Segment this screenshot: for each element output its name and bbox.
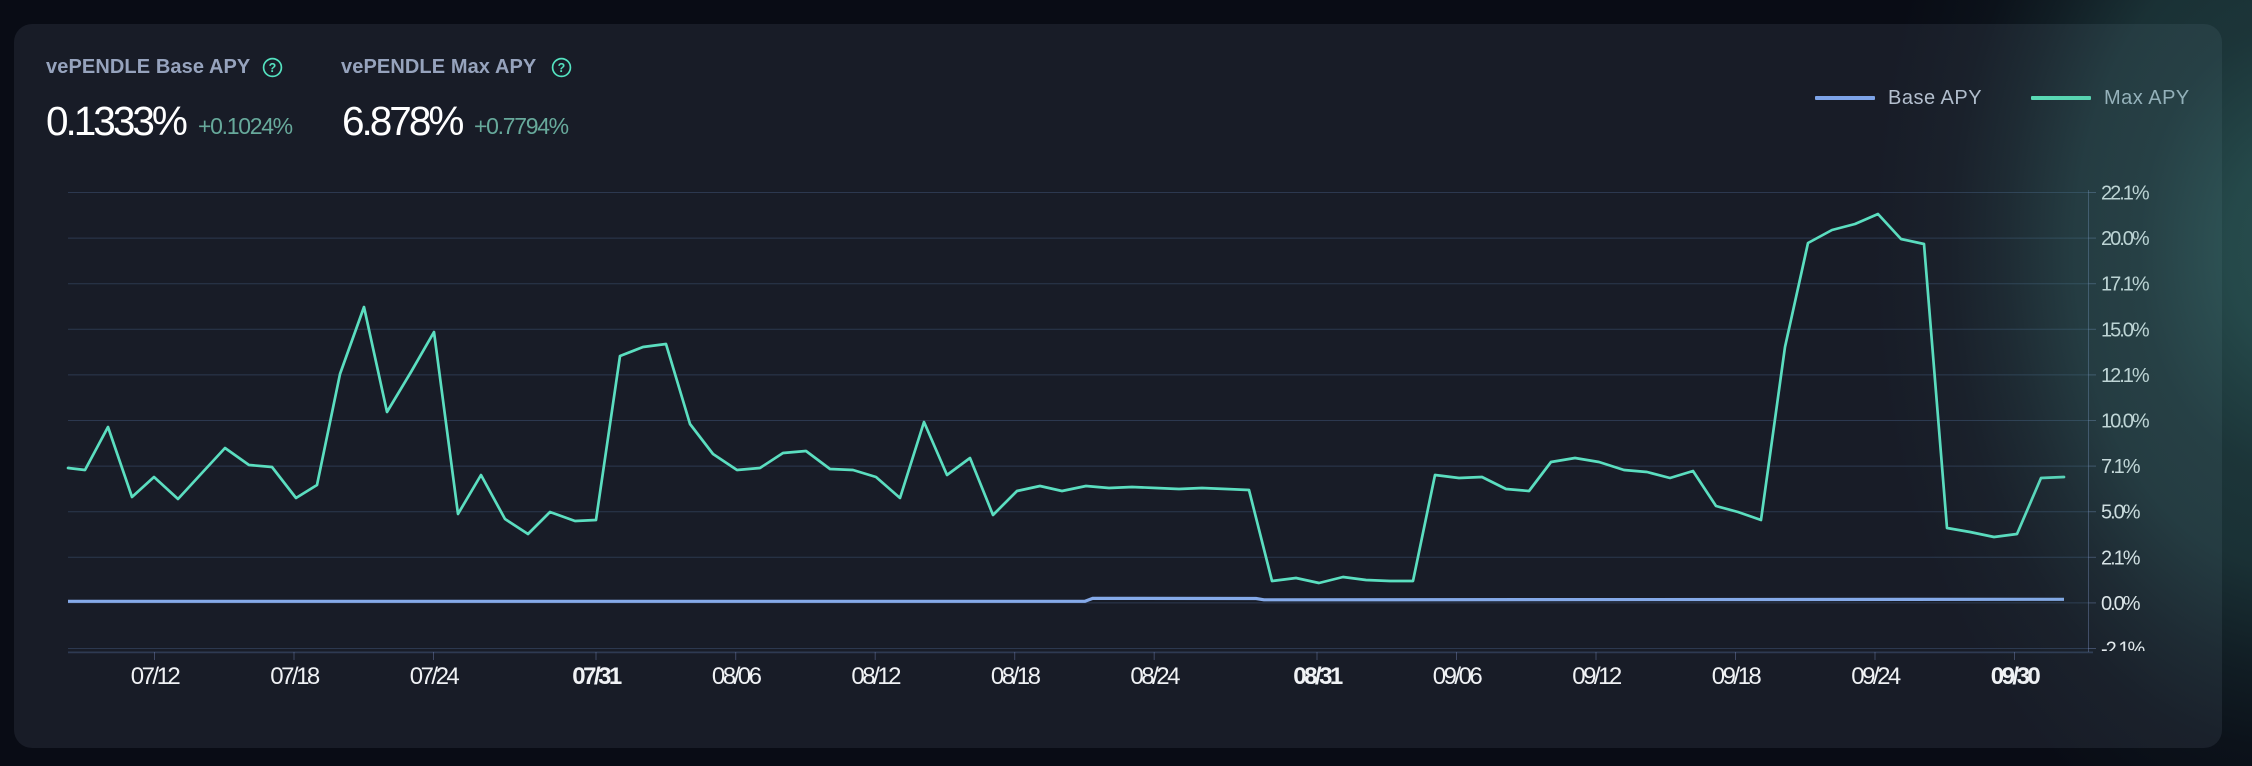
svg-text:08/31: 08/31 xyxy=(1293,663,1343,690)
svg-text:?: ? xyxy=(269,61,277,75)
svg-text:22.1%: 22.1% xyxy=(2101,183,2150,205)
svg-text:07/18: 07/18 xyxy=(270,663,320,690)
svg-text:17.1%: 17.1% xyxy=(2101,274,2150,296)
svg-text:5.0%: 5.0% xyxy=(2101,502,2141,524)
svg-text:08/18: 08/18 xyxy=(991,663,1041,690)
svg-text:15.0%: 15.0% xyxy=(2101,319,2150,341)
svg-text:08/06: 08/06 xyxy=(712,663,762,690)
svg-text:20.0%: 20.0% xyxy=(2101,228,2150,250)
svg-text:?: ? xyxy=(558,61,566,75)
svg-text:09/18: 09/18 xyxy=(1712,663,1762,690)
svg-text:2.1%: 2.1% xyxy=(2101,547,2141,569)
svg-text:07/31: 07/31 xyxy=(572,663,622,690)
svg-text:12.1%: 12.1% xyxy=(2101,365,2150,387)
svg-text:7.1%: 7.1% xyxy=(2101,456,2141,478)
svg-text:-2.1%: -2.1% xyxy=(2101,639,2145,661)
svg-text:09/30: 09/30 xyxy=(1991,663,2041,690)
svg-text:10.0%: 10.0% xyxy=(2101,411,2150,433)
svg-text:08/12: 08/12 xyxy=(851,663,901,690)
svg-text:09/24: 09/24 xyxy=(1851,663,1901,690)
svg-text:09/06: 09/06 xyxy=(1433,663,1483,690)
svg-text:08/24: 08/24 xyxy=(1130,663,1180,690)
svg-text:0.0%: 0.0% xyxy=(2101,593,2141,615)
svg-text:07/12: 07/12 xyxy=(131,663,181,690)
svg-text:07/24: 07/24 xyxy=(410,663,460,690)
svg-text:09/12: 09/12 xyxy=(1572,663,1622,690)
